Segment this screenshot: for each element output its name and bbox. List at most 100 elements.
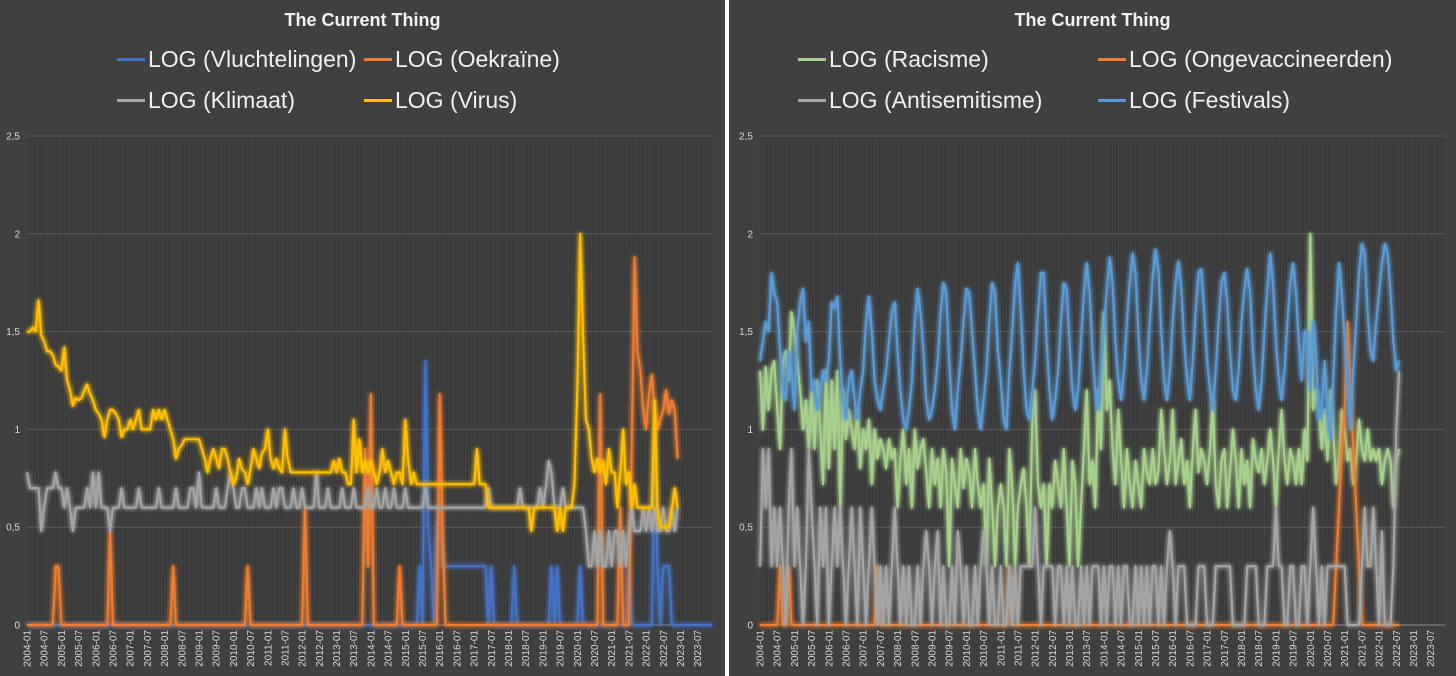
x-tick-label: 2010-07 [246, 630, 257, 667]
x-tick-label: 2018-07 [521, 630, 532, 667]
chart-title: The Current Thing [1014, 10, 1171, 30]
legend-swatch-icon [117, 58, 145, 61]
x-tick-label: 2014-07 [1117, 630, 1128, 667]
legend-festivals: LOG (Festivals) [1098, 87, 1290, 114]
legend-antisemitisme: LOG (Antisemitisme) [798, 87, 1042, 114]
x-tick-label: 2009-07 [212, 630, 223, 667]
x-tick-label: 2016-07 [452, 630, 463, 667]
x-tick-label: 2018-01 [504, 630, 515, 667]
x-tick-label: 2019-01 [538, 630, 549, 667]
legend-swatch-icon [798, 58, 826, 61]
x-tick-label: 2011-07 [280, 630, 291, 666]
x-tick-label: 2013-07 [1082, 630, 1093, 667]
x-tick-label: 2022-01 [1375, 630, 1386, 667]
y-tick-label: 1,5 [6, 327, 20, 338]
legend-label: LOG (Vluchtelingen) [148, 46, 357, 72]
y-tick-label: 1,5 [739, 327, 753, 338]
x-tick-label: 2012-07 [315, 630, 326, 667]
x-tick-label: 2022-07 [659, 630, 670, 667]
y-tick-label: 0,5 [6, 523, 20, 534]
x-tick-label: 2009-01 [927, 630, 938, 667]
legend-ongevaccineerden: LOG (Ongevaccineerden) [1098, 46, 1392, 73]
x-tick-label: 2008-07 [177, 630, 188, 667]
x-tick-label: 2011-07 [1013, 630, 1024, 666]
x-tick-label: 2007-07 [876, 630, 887, 667]
x-tick-label: 2023-01 [1409, 630, 1420, 667]
series-line [759, 242, 1401, 441]
line-chart-right: 0 0,5 1 1,5 2 2,5 2004-01 2004-07 2005-01 2005-07… [739, 132, 1446, 667]
legend-label: LOG (Antisemitisme) [829, 87, 1043, 113]
x-tick-label: 2007-01 [859, 630, 870, 667]
x-tick-label: 2004-01 [23, 630, 34, 667]
legend-label: LOG (Oekraïne) [395, 46, 560, 72]
x-tick-label: 2004-07 [40, 630, 51, 667]
legend-klimaat: LOG (Klimaat) [117, 87, 295, 114]
line-chart-left: 0 0,5 1 1,5 2 2,5 2004-01 2004-07 2005-01 2005-07… [6, 132, 713, 667]
x-tick-label: 2009-07 [945, 630, 956, 667]
x-tick-label: 2016-01 [435, 630, 446, 667]
series-line [759, 370, 1401, 626]
series-line [27, 256, 679, 626]
legend-label: LOG (Klimaat) [148, 87, 295, 113]
x-tick-label: 2020-01 [573, 630, 584, 667]
legend-label: LOG (Festivals) [1129, 87, 1291, 113]
x-tick-label: 2011-01 [996, 630, 1007, 666]
y-tick-label: 2 [747, 229, 753, 240]
x-tick-label: 2020-07 [590, 630, 601, 667]
y-tick-label: 1 [14, 425, 20, 436]
plot-area [27, 136, 712, 625]
x-tick-label: 2010-01 [229, 630, 240, 667]
x-tick-label: 2015-01 [1134, 630, 1145, 667]
x-tick-label: 2006-07 [841, 630, 852, 667]
y-tick-label: 0 [747, 621, 753, 632]
x-tick-label: 2017-07 [1220, 630, 1231, 667]
x-tick-label: 2008-01 [893, 630, 904, 667]
legend-racisme: LOG (Racisme) [798, 46, 989, 73]
legend-swatch-icon [117, 99, 145, 102]
x-tick-label: 2021-07 [624, 630, 635, 667]
x-tick-label: 2015-07 [1151, 630, 1162, 667]
x-tick-label: 2014-07 [384, 630, 395, 667]
y-tick-label: 0 [14, 621, 20, 632]
x-tick-label: 2008-07 [910, 630, 921, 667]
x-tick-label: 2006-01 [824, 630, 835, 667]
x-tick-label: 2018-07 [1254, 630, 1265, 667]
x-tick-label: 2020-01 [1306, 630, 1317, 667]
x-tick-label: 2013-01 [1065, 630, 1076, 667]
x-tick-label: 2005-07 [74, 630, 85, 667]
x-tick-label: 2009-01 [194, 630, 205, 667]
x-tick-label: 2017-01 [1203, 630, 1214, 667]
y-tick-label: 2,5 [739, 132, 753, 143]
x-tick-label: 2019-07 [556, 630, 567, 667]
x-tick-label: 2019-07 [1289, 630, 1300, 667]
x-tick-label: 2023-01 [676, 630, 687, 667]
x-tick-label: 2021-07 [1357, 630, 1368, 667]
x-tick-label: 2005-01 [57, 630, 68, 667]
x-tick-label: 2013-07 [349, 630, 360, 667]
x-tick-label: 2014-01 [366, 630, 377, 667]
y-tick-label: 1 [747, 425, 753, 436]
x-tick-label: 2021-01 [1340, 630, 1351, 667]
x-tick-label: 2015-01 [401, 630, 412, 667]
x-tick-label: 2011-01 [263, 630, 274, 666]
x-tick-label: 2010-07 [979, 630, 990, 667]
y-tick-label: 2,5 [6, 132, 20, 143]
legend-swatch-icon [364, 99, 392, 102]
x-tick-label: 2013-01 [332, 630, 343, 667]
x-tick-label: 2012-01 [298, 630, 309, 667]
legend-label: LOG (Virus) [395, 87, 518, 113]
series-line [759, 232, 1401, 568]
x-tick-label: 2014-01 [1099, 630, 1110, 667]
legend-oekraine: LOG (Oekraïne) [364, 46, 560, 73]
x-tick-label: 2017-07 [487, 630, 498, 667]
x-tick-label: 2010-01 [962, 630, 973, 667]
x-tick-label: 2015-07 [418, 630, 429, 667]
x-tick-label: 2006-01 [91, 630, 102, 667]
x-tick-label: 2008-01 [160, 630, 171, 667]
y-tick-label: 2 [14, 229, 20, 240]
x-tick-label: 2022-07 [1392, 630, 1403, 667]
x-tick-label: 2006-07 [108, 630, 119, 667]
chart-panel-left: The Current Thing LOG (Vluchtelingen) LO… [0, 0, 725, 676]
x-tick-label: 2016-07 [1185, 630, 1196, 667]
x-tick-label: 2007-07 [143, 630, 154, 667]
